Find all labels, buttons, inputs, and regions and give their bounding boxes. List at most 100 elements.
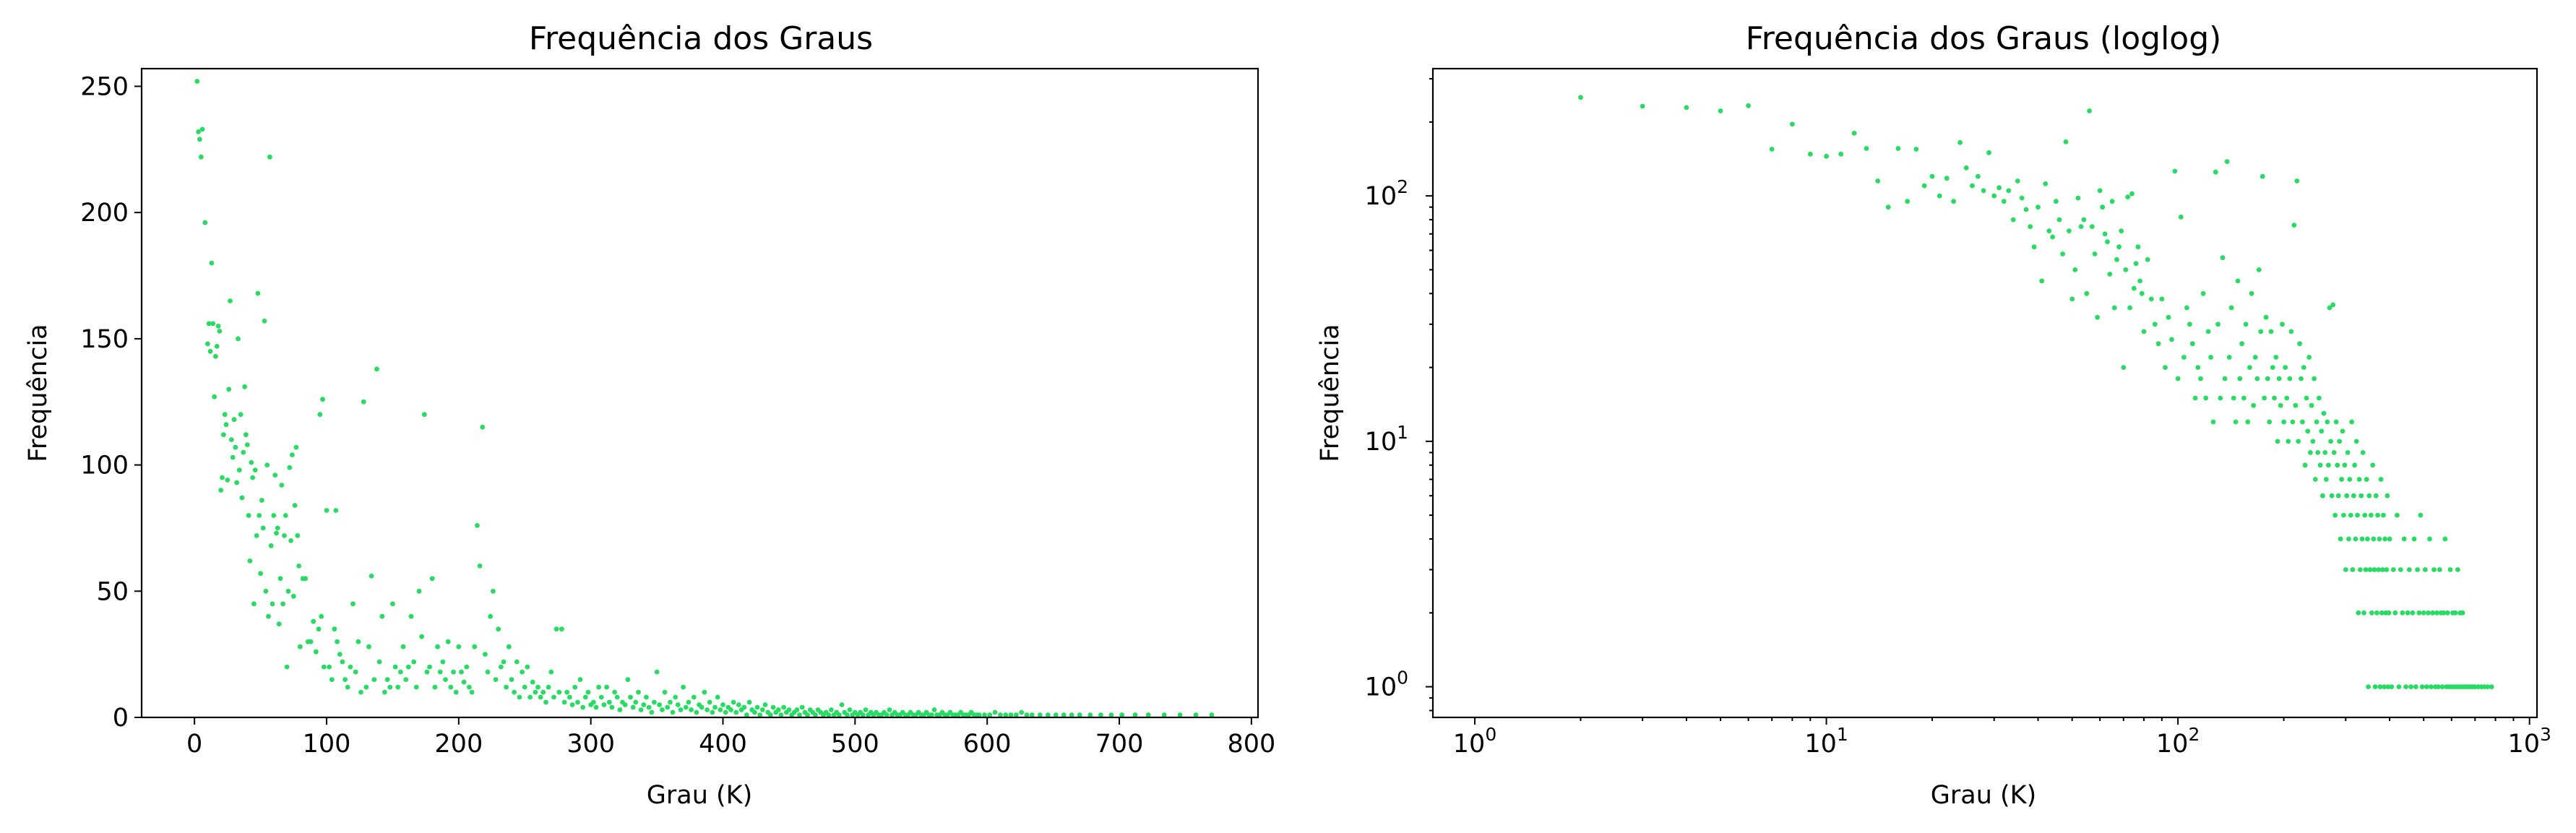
data-point	[2043, 181, 2049, 186]
data-point	[2200, 290, 2206, 296]
data-point	[2353, 536, 2359, 542]
data-point	[210, 321, 216, 327]
data-point	[2243, 321, 2249, 327]
data-point	[593, 704, 599, 710]
data-point	[239, 495, 245, 501]
x-axis-label: Grau (K)	[1931, 781, 2037, 810]
data-point	[2323, 477, 2329, 482]
data-point	[1029, 712, 1035, 717]
data-point	[279, 483, 285, 488]
data-point	[259, 498, 264, 503]
data-point	[405, 664, 411, 670]
data-point	[2084, 290, 2090, 296]
data-point	[2109, 199, 2115, 204]
data-point	[675, 702, 681, 707]
data-point	[198, 154, 204, 160]
data-point	[2119, 228, 2124, 233]
data-point	[2107, 272, 2113, 277]
data-point	[459, 669, 464, 675]
data-point	[2413, 684, 2418, 689]
data-point	[2192, 395, 2198, 401]
data-point	[230, 454, 236, 460]
data-point	[2371, 536, 2377, 542]
data-point	[488, 613, 494, 619]
data-point	[1037, 712, 1043, 717]
data-point	[2114, 256, 2119, 262]
data-point	[1864, 146, 1869, 151]
data-point	[2349, 419, 2355, 425]
data-point	[2163, 365, 2168, 370]
data-point	[670, 709, 676, 715]
data-point	[705, 707, 710, 712]
data-point	[681, 684, 686, 690]
data-point	[382, 689, 387, 695]
data-point	[1944, 176, 1950, 181]
data-point	[551, 694, 556, 700]
data-point	[238, 412, 244, 418]
data-point	[794, 707, 800, 712]
data-point	[2460, 610, 2465, 616]
data-point	[485, 669, 491, 675]
data-point	[1640, 103, 1645, 109]
x-tick-label: 300	[567, 730, 615, 759]
data-point	[213, 353, 218, 359]
data-point	[2389, 684, 2395, 689]
data-point	[2019, 195, 2025, 201]
data-point	[2439, 684, 2445, 689]
y-tick-label: 200	[80, 199, 129, 228]
data-point	[2398, 567, 2403, 572]
data-point	[2148, 296, 2154, 302]
data-point	[403, 677, 409, 682]
data-point	[845, 712, 850, 717]
y-axis: 0 50 100 150 200 250	[80, 72, 142, 733]
data-point	[585, 689, 591, 695]
data-point	[327, 664, 332, 670]
data-point	[987, 712, 993, 717]
data-point	[2290, 419, 2296, 425]
data-point	[234, 480, 239, 485]
data-point	[1108, 712, 1114, 717]
data-point	[353, 669, 358, 675]
data-point	[443, 677, 448, 682]
data-point	[598, 694, 604, 700]
data-point	[702, 689, 707, 695]
data-point	[2364, 477, 2369, 482]
data-point	[320, 397, 325, 402]
data-point	[797, 712, 802, 717]
data-point	[2010, 217, 2016, 223]
x-tick-exponent: 2	[2188, 724, 2200, 745]
data-point	[246, 513, 251, 518]
data-point	[826, 712, 832, 717]
data-point	[2116, 244, 2122, 250]
data-point	[266, 613, 271, 619]
data-point	[275, 525, 280, 531]
data-point	[2215, 321, 2221, 327]
data-point	[2252, 355, 2258, 360]
data-point	[348, 664, 353, 670]
data-point	[319, 613, 324, 619]
data-point	[241, 449, 246, 455]
data-point	[575, 699, 580, 705]
data-point	[509, 677, 514, 682]
data-point	[197, 137, 202, 142]
data-point	[2056, 217, 2062, 223]
data-point	[2166, 314, 2171, 320]
data-point	[786, 707, 792, 712]
data-point	[2006, 188, 2012, 194]
data-point	[2105, 239, 2110, 245]
data-point	[2363, 567, 2369, 572]
data-point	[2392, 610, 2398, 616]
data-point	[569, 702, 575, 707]
data-point	[1077, 712, 1082, 717]
data-point	[272, 472, 278, 478]
data-point	[2331, 450, 2337, 455]
data-point	[413, 684, 419, 690]
y-axis-label: Frequência	[24, 324, 53, 462]
data-point	[2092, 251, 2098, 256]
data-point	[559, 626, 564, 632]
data-point	[2379, 610, 2385, 616]
data-point	[440, 659, 446, 665]
data-point	[2367, 567, 2373, 572]
data-point	[712, 704, 718, 710]
data-point	[376, 659, 382, 665]
